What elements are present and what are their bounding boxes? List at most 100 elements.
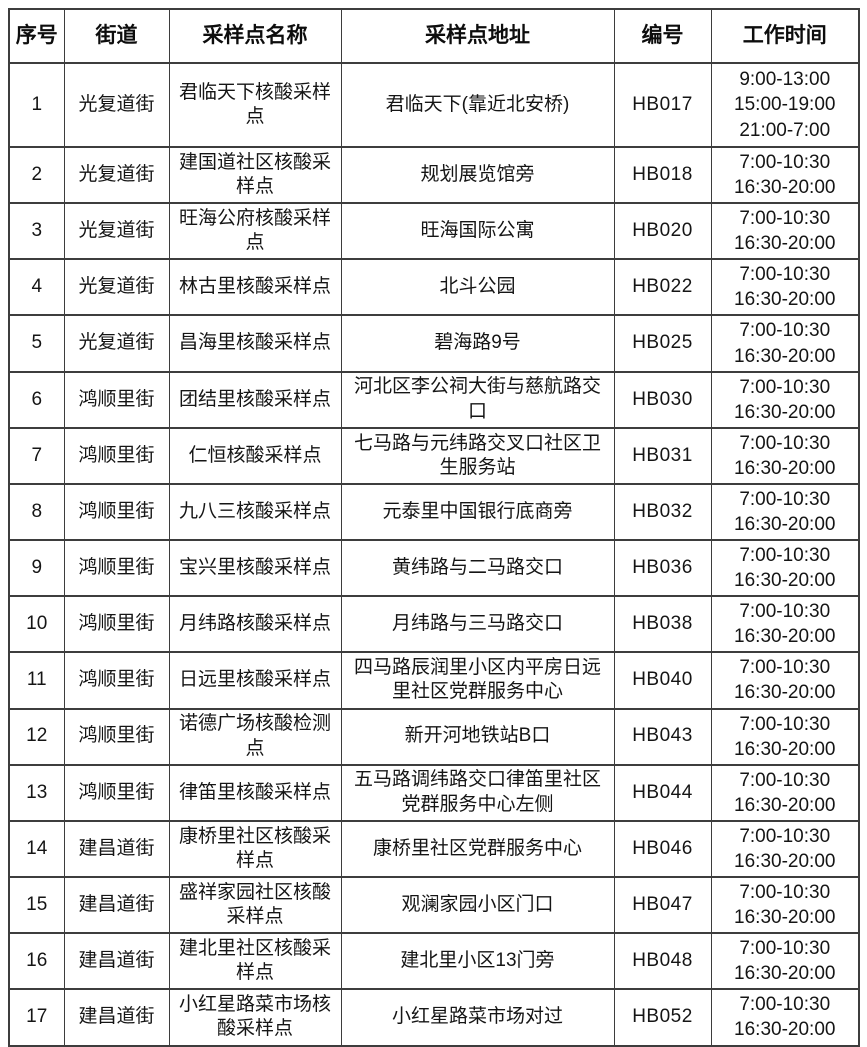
code-cell: HB052 xyxy=(613,988,712,1047)
serial-number-cell: 12 xyxy=(8,707,65,766)
site-name-cell: 团结里核酸采样点 xyxy=(168,370,342,429)
code-cell: HB040 xyxy=(613,651,712,710)
serial-number-cell: 1 xyxy=(8,62,65,148)
site-name-cell: 诺德广场核酸检测点 xyxy=(168,707,342,766)
work-hours-cell: 7:00-10:30 16:30-20:00 xyxy=(710,932,860,991)
site-address-cell: 碧海路9号 xyxy=(340,314,615,373)
site-name-cell: 律笛里核酸采样点 xyxy=(168,763,342,822)
work-hours-line: 15:00-19:00 xyxy=(734,94,836,116)
code-cell: HB044 xyxy=(613,763,712,822)
work-hours-line: 7:00-10:30 xyxy=(739,545,831,567)
street-cell: 鸿顺里街 xyxy=(63,595,170,654)
table-row: 10 鸿顺里街 月纬路核酸采样点 月纬路与三马路交口 HB038 7:00-10… xyxy=(8,595,860,654)
work-hours-line: 16:30-20:00 xyxy=(734,401,836,423)
work-hours-line: 16:30-20:00 xyxy=(734,177,836,199)
serial-number-cell: 16 xyxy=(8,932,65,991)
work-hours-line: 7:00-10:30 xyxy=(739,264,831,286)
table-row: 5 光复道街 昌海里核酸采样点 碧海路9号 HB025 7:00-10:30 16… xyxy=(8,314,860,373)
site-address-cell: 黄纬路与二马路交口 xyxy=(340,539,615,598)
work-hours-line: 16:30-20:00 xyxy=(734,907,836,929)
work-hours-line: 16:30-20:00 xyxy=(734,626,836,648)
site-address-cell: 建北里小区13门旁 xyxy=(340,932,615,991)
page: 序号 街道 采样点名称 采样点地址 编号 工作时间 1 光复道街 君临天下核酸采… xyxy=(8,8,860,1047)
work-hours-line: 7:00-10:30 xyxy=(739,825,831,847)
table-body: 1 光复道街 君临天下核酸采样点 君临天下(靠近北安桥) HB017 9:00-… xyxy=(8,62,860,1047)
table-row: 16 建昌道街 建北里社区核酸采样点 建北里小区13门旁 HB048 7:00-… xyxy=(8,932,860,991)
table-row: 17 建昌道街 小红星路菜市场核酸采样点 小红星路菜市场对过 HB052 7:0… xyxy=(8,988,860,1047)
site-name-cell: 林古里核酸采样点 xyxy=(168,258,342,317)
work-hours-line: 16:30-20:00 xyxy=(734,457,836,479)
code-cell: HB038 xyxy=(613,595,712,654)
table-row: 11 鸿顺里街 日远里核酸采样点 四马路辰润里小区内平房日远里社区党群服务中心 … xyxy=(8,651,860,710)
serial-number-cell: 17 xyxy=(8,988,65,1047)
site-address-cell: 旺海国际公寓 xyxy=(340,202,615,261)
serial-number-cell: 2 xyxy=(8,145,65,205)
site-address-cell: 河北区李公祠大街与慈航路交口 xyxy=(340,370,615,429)
table-row: 9 鸿顺里街 宝兴里核酸采样点 黄纬路与二马路交口 HB036 7:00-10:… xyxy=(8,539,860,598)
site-address-cell: 七马路与元纬路交叉口社区卫生服务站 xyxy=(340,426,615,485)
site-name-cell: 君临天下核酸采样点 xyxy=(168,62,342,148)
site-name-cell: 九八三核酸采样点 xyxy=(168,482,342,542)
table-row: 14 建昌道街 康桥里社区核酸采样点 康桥里社区党群服务中心 HB046 7:0… xyxy=(8,819,860,879)
table-row: 2 光复道街 建国道社区核酸采样点 规划展览馆旁 HB018 7:00-10:3… xyxy=(8,145,860,205)
work-hours-line: 16:30-20:00 xyxy=(734,289,836,311)
serial-number-cell: 15 xyxy=(8,876,65,935)
serial-number-cell: 6 xyxy=(8,370,65,429)
street-cell: 鸿顺里街 xyxy=(63,651,170,710)
work-hours-line: 9:00-13:00 xyxy=(739,69,831,91)
site-address-cell: 小红星路菜市场对过 xyxy=(340,988,615,1047)
site-name-cell: 康桥里社区核酸采样点 xyxy=(168,819,342,879)
work-hours-line: 7:00-10:30 xyxy=(739,488,831,510)
site-address-cell: 君临天下(靠近北安桥) xyxy=(340,62,615,148)
site-name-cell: 盛祥家园社区核酸采样点 xyxy=(168,876,342,935)
table-row: 8 鸿顺里街 九八三核酸采样点 元泰里中国银行底商旁 HB032 7:00-10… xyxy=(8,482,860,542)
work-hours-line: 21:00-7:00 xyxy=(739,119,831,141)
work-hours-line: 16:30-20:00 xyxy=(734,850,836,872)
site-address-cell: 康桥里社区党群服务中心 xyxy=(340,819,615,879)
table-header: 序号 街道 采样点名称 采样点地址 编号 工作时间 xyxy=(8,8,860,64)
site-address-cell: 月纬路与三马路交口 xyxy=(340,595,615,654)
site-name-cell: 建国道社区核酸采样点 xyxy=(168,145,342,205)
serial-number-cell: 13 xyxy=(8,763,65,822)
work-hours-line: 7:00-10:30 xyxy=(739,152,831,173)
work-hours-line: 7:00-10:30 xyxy=(739,208,831,230)
table-row: 6 鸿顺里街 团结里核酸采样点 河北区李公祠大街与慈航路交口 HB030 7:0… xyxy=(8,370,860,429)
serial-number-cell: 4 xyxy=(8,258,65,317)
street-cell: 鸿顺里街 xyxy=(63,763,170,822)
header-code: 编号 xyxy=(613,8,712,64)
work-hours-cell: 7:00-10:30 16:30-20:00 xyxy=(710,202,860,261)
work-hours-line: 7:00-10:30 xyxy=(739,938,831,960)
site-address-cell: 元泰里中国银行底商旁 xyxy=(340,482,615,542)
table-row: 1 光复道街 君临天下核酸采样点 君临天下(靠近北安桥) HB017 9:00-… xyxy=(8,62,860,148)
code-cell: HB031 xyxy=(613,426,712,485)
work-hours-line: 16:30-20:00 xyxy=(734,233,836,255)
site-name-cell: 宝兴里核酸采样点 xyxy=(168,539,342,598)
serial-number-cell: 5 xyxy=(8,314,65,373)
work-hours-cell: 9:00-13:00 15:00-19:00 21:00-7:00 xyxy=(710,62,860,148)
site-name-cell: 旺海公府核酸采样点 xyxy=(168,202,342,261)
site-name-cell: 昌海里核酸采样点 xyxy=(168,314,342,373)
table-row: 7 鸿顺里街 仁恒核酸采样点 七马路与元纬路交叉口社区卫生服务站 HB031 7… xyxy=(8,426,860,485)
work-hours-line: 16:30-20:00 xyxy=(734,738,836,760)
site-name-cell: 月纬路核酸采样点 xyxy=(168,595,342,654)
work-hours-line: 16:30-20:00 xyxy=(734,345,836,367)
work-hours-line: 7:00-10:30 xyxy=(739,376,831,398)
site-name-cell: 仁恒核酸采样点 xyxy=(168,426,342,485)
code-cell: HB022 xyxy=(613,258,712,317)
code-cell: HB043 xyxy=(613,707,712,766)
work-hours-cell: 7:00-10:30 16:30-20:00 xyxy=(710,145,860,205)
site-address-cell: 新开河地铁站B口 xyxy=(340,707,615,766)
work-hours-cell: 7:00-10:30 16:30-20:00 xyxy=(710,707,860,766)
street-cell: 鸿顺里街 xyxy=(63,482,170,542)
street-cell: 光复道街 xyxy=(63,145,170,205)
work-hours-cell: 7:00-10:30 16:30-20:00 xyxy=(710,595,860,654)
work-hours-line: 7:00-10:30 xyxy=(739,713,831,735)
work-hours-line: 7:00-10:30 xyxy=(739,769,831,791)
work-hours-line: 7:00-10:30 xyxy=(739,994,831,1016)
work-hours-line: 16:30-20:00 xyxy=(734,963,836,985)
work-hours-cell: 7:00-10:30 16:30-20:00 xyxy=(710,370,860,429)
table-row: 13 鸿顺里街 律笛里核酸采样点 五马路调纬路交口律笛里社区党群服务中心左侧 H… xyxy=(8,763,860,822)
table-row: 12 鸿顺里街 诺德广场核酸检测点 新开河地铁站B口 HB043 7:00-10… xyxy=(8,707,860,766)
street-cell: 光复道街 xyxy=(63,314,170,373)
site-name-cell: 建北里社区核酸采样点 xyxy=(168,932,342,991)
